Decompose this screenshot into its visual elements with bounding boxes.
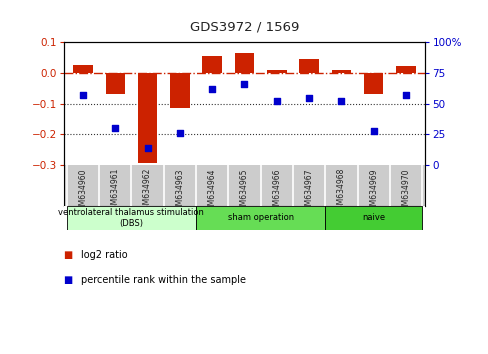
Bar [105, 73, 125, 95]
Text: GSM634968: GSM634968 [336, 168, 345, 215]
Text: percentile rank within the sample: percentile rank within the sample [81, 275, 245, 285]
Point [79, 92, 87, 98]
Point [272, 98, 280, 104]
Point [401, 92, 409, 98]
Text: ■: ■ [63, 275, 73, 285]
Text: GDS3972 / 1569: GDS3972 / 1569 [189, 21, 299, 34]
Bar [299, 59, 318, 73]
Bar [138, 73, 157, 163]
Point [337, 98, 345, 104]
Text: ventrolateral thalamus stimulation
(DBS): ventrolateral thalamus stimulation (DBS) [59, 208, 204, 228]
Text: GSM634962: GSM634962 [143, 168, 152, 215]
Point [208, 86, 216, 92]
Text: GSM634960: GSM634960 [78, 168, 87, 215]
Text: GSM634965: GSM634965 [240, 168, 248, 215]
Text: GSM634961: GSM634961 [111, 168, 120, 215]
Text: log2 ratio: log2 ratio [81, 250, 127, 260]
Bar [396, 66, 415, 73]
Bar [331, 70, 350, 73]
Bar [196, 206, 325, 230]
Text: GSM634966: GSM634966 [272, 168, 281, 215]
Point [176, 130, 183, 136]
Point [240, 81, 248, 87]
Point [369, 128, 377, 133]
Text: GSM634967: GSM634967 [304, 168, 313, 215]
Bar [202, 56, 222, 73]
Text: ■: ■ [63, 250, 73, 260]
Bar [67, 206, 196, 230]
Bar [170, 73, 189, 108]
Text: GSM634970: GSM634970 [401, 168, 410, 215]
Text: sham operation: sham operation [227, 213, 293, 222]
Point [111, 125, 119, 131]
Bar [363, 73, 383, 95]
Text: GSM634963: GSM634963 [175, 168, 184, 215]
Bar [234, 53, 254, 73]
Bar [325, 206, 421, 230]
Text: naive: naive [362, 213, 385, 222]
Bar [266, 70, 286, 73]
Point [305, 95, 312, 101]
Text: GSM634964: GSM634964 [207, 168, 216, 215]
Bar [73, 65, 92, 73]
Point [143, 145, 151, 150]
Text: GSM634969: GSM634969 [368, 168, 377, 215]
